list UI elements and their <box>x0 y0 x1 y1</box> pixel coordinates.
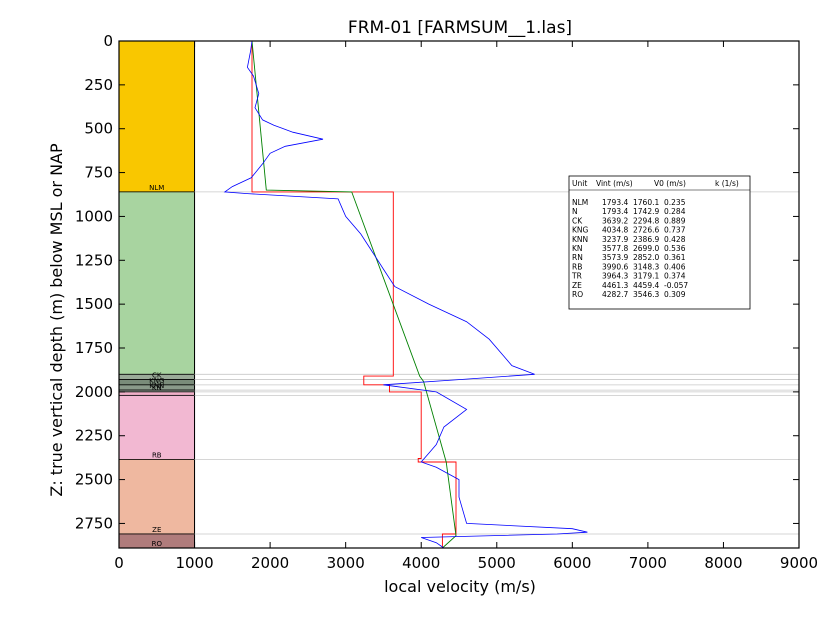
y-tick-label: 250 <box>84 76 113 94</box>
x-tick-label: 2000 <box>251 554 289 572</box>
strat-unit-nlm <box>118 40 195 193</box>
x-tick-label: 7000 <box>629 554 667 572</box>
table-cell: KNN <box>572 235 588 244</box>
strat-label: KNG <box>149 377 164 385</box>
table-cell: 0.361 <box>664 253 686 262</box>
y-tick-label: 2250 <box>75 427 113 445</box>
table-cell: 0.889 <box>664 216 686 225</box>
x-axis-label: local velocity (m/s) <box>384 577 536 596</box>
table-cell: 2386.9 <box>633 235 659 244</box>
table-cell: 0.428 <box>664 235 686 244</box>
table-cell: 4461.3 <box>602 281 628 290</box>
table-cell: 2852.0 <box>633 253 659 262</box>
table-cell: RO <box>572 290 583 299</box>
axis-ticks: 0 1000 2000 3000 4000 5000 6000 7000 8000 9000 0 25… <box>75 32 818 572</box>
table-cell: 3237.9 <box>602 235 628 244</box>
table-cell: RN <box>572 253 583 262</box>
series-interval-velocity-steps <box>251 41 457 548</box>
plot-frame <box>118 40 800 549</box>
series-log-velocity <box>223 40 588 549</box>
x-tick-label: 8000 <box>704 554 742 572</box>
strat-label: ZE <box>152 526 161 534</box>
table-cell: 1793.4 <box>602 207 628 216</box>
table-cell: 0.235 <box>664 198 686 207</box>
table-cell: 0.284 <box>664 207 686 216</box>
table-cell: 3639.2 <box>602 216 628 225</box>
y-tick-label: 1750 <box>75 339 113 357</box>
y-tick-label: 1000 <box>75 207 113 225</box>
y-tick-label: 500 <box>84 120 113 138</box>
x-tick-label: 9000 <box>780 554 818 572</box>
table-cell: 3573.9 <box>602 253 628 262</box>
table-header-cell: k (1/s) <box>715 179 739 188</box>
velocity-series <box>223 40 588 549</box>
table-cell: -0.057 <box>664 281 688 290</box>
x-tick-label: 6000 <box>553 554 591 572</box>
x-tick-label: 0 <box>114 554 124 572</box>
table-cell: 0.309 <box>664 290 686 299</box>
y-tick-label: 2750 <box>75 514 113 532</box>
table-box <box>568 175 751 310</box>
strat-unit-tr <box>118 459 195 535</box>
strat-label: RO <box>152 540 163 548</box>
chart-title: FRM-01 [FARMSUM__1.las] <box>348 18 572 38</box>
strat-unit-rn <box>118 391 195 396</box>
y-tick-label: 750 <box>84 164 113 182</box>
table-cell: N <box>572 207 578 216</box>
x-tick-label: 5000 <box>478 554 516 572</box>
table-cell: 1742.9 <box>633 207 659 216</box>
table-cell: KN <box>572 244 583 253</box>
y-tick-label: 0 <box>103 32 113 50</box>
velocity-table: Unit Vint (m/s) V0 (m/s) k (1/s)NLM 1793.4 17… <box>568 175 751 310</box>
table-cell: 1793.4 <box>602 198 628 207</box>
x-tick-label: 3000 <box>327 554 365 572</box>
table-header-cell: Unit <box>572 179 587 188</box>
table-cell: TR <box>571 272 582 281</box>
strat-label: KNN <box>149 382 164 390</box>
table-cell: 0.406 <box>664 262 686 271</box>
table-cell: 0.536 <box>664 244 686 253</box>
table-cell: 3546.3 <box>633 290 659 299</box>
strat-unit-n <box>118 191 195 375</box>
table-cell: 2726.6 <box>633 226 659 235</box>
x-tick-label: 1000 <box>175 554 213 572</box>
y-tick-label: 2500 <box>75 471 113 489</box>
strat-unit-rb <box>118 394 195 460</box>
y-tick-label: 1250 <box>75 251 113 269</box>
table-header-cell: V0 (m/s) <box>654 179 686 188</box>
table-cell: 3577.8 <box>602 244 628 253</box>
y-tick-label: 1500 <box>75 295 113 313</box>
table-cell: 4034.8 <box>602 226 628 235</box>
x-tick-label: 4000 <box>402 554 440 572</box>
table-cell: RB <box>572 262 582 271</box>
series-v0-k-trend <box>251 40 457 549</box>
y-tick-label: 2000 <box>75 383 113 401</box>
table-cell: 2294.8 <box>633 216 659 225</box>
table-cell: 1760.1 <box>633 198 659 207</box>
table-header-cell: Vint (m/s) <box>596 179 633 188</box>
strat-label: KN <box>152 384 162 392</box>
table-cell: KNG <box>572 226 589 235</box>
table-cell: 3990.6 <box>602 262 628 271</box>
table-cell: 0.737 <box>664 226 686 235</box>
y-axis-label: Z: true vertical depth (m) below MSL or … <box>47 143 66 497</box>
table-cell: NLM <box>572 198 588 207</box>
table-cell: 2699.0 <box>633 244 659 253</box>
table-cell: 3148.3 <box>633 262 659 271</box>
table-cell: CK <box>572 216 583 225</box>
table-cell: 0.374 <box>664 272 686 281</box>
strat-label: RB <box>152 451 162 459</box>
table-cell: 4459.4 <box>633 281 659 290</box>
strat-label: CK <box>152 372 162 380</box>
table-cell: 4282.7 <box>602 290 628 299</box>
table-cell: 3179.1 <box>633 272 659 281</box>
table-cell: ZE <box>572 281 582 290</box>
strat-label: NLM <box>149 184 164 192</box>
table-cell: 3964.3 <box>602 272 628 281</box>
